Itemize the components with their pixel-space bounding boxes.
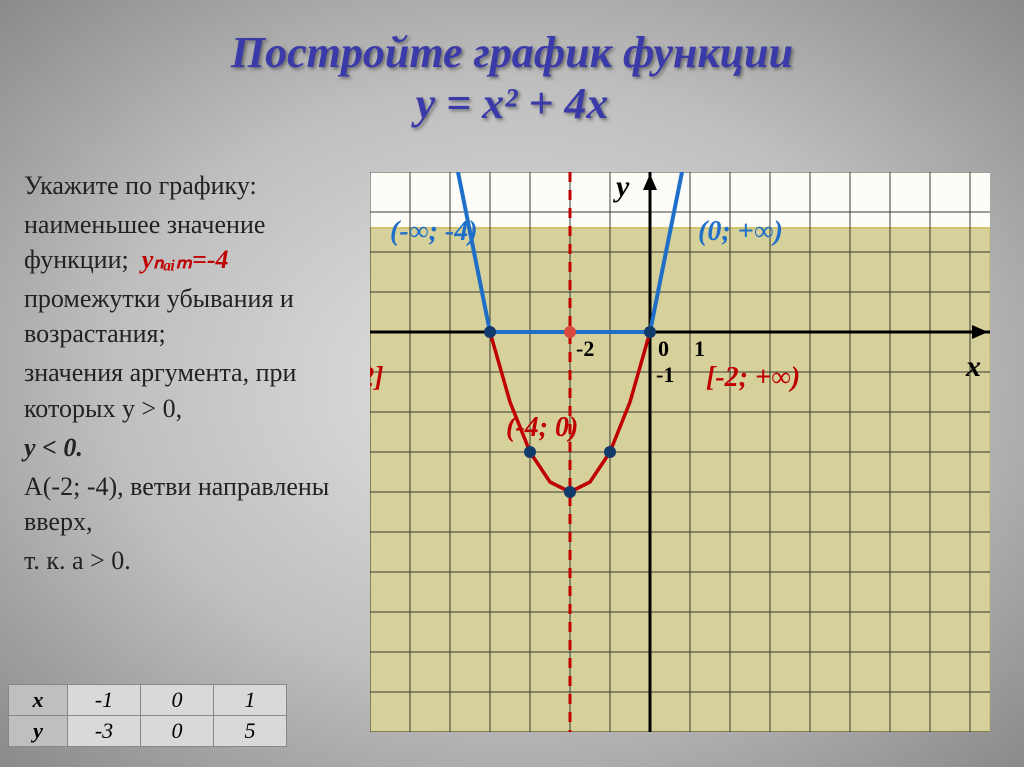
line-1: Укажите по графику: xyxy=(24,168,364,203)
table-cell: 1 xyxy=(214,685,287,716)
table-cell: 0 xyxy=(141,685,214,716)
svg-text:x: x xyxy=(965,350,981,383)
table-header-x: x xyxy=(9,685,68,716)
function-chart: -2 01 -1 y x (-∞; -4) (0; +∞) (-∞; -2] [-2; +∞) (… xyxy=(370,172,990,732)
svg-text:(-∞; -4): (-∞; -4) xyxy=(390,216,478,247)
svg-text:1: 1 xyxy=(694,336,705,361)
svg-text:(-∞; -2]: (-∞; -2] xyxy=(370,362,384,393)
svg-text:-1: -1 xyxy=(656,362,674,387)
line-6: A(-2; -4), ветви направлены вверх, xyxy=(24,469,364,539)
text-column: Укажите по графику: наименьшее значение … xyxy=(24,168,364,582)
line-5: y < 0. xyxy=(24,430,364,465)
svg-text:(0; +∞): (0; +∞) xyxy=(698,216,783,247)
line-2: наименьшее значение функции; yₙₐᵢₘ=-4 xyxy=(24,207,364,277)
line-7: т. к. a > 0. xyxy=(24,543,364,578)
table-cell: -1 xyxy=(68,685,141,716)
table-cell: 0 xyxy=(141,716,214,747)
svg-text:[-2; +∞): [-2; +∞) xyxy=(706,362,800,393)
value-table: x -1 0 1 y -3 0 5 xyxy=(8,684,287,747)
slide-title: Постройте график функции y = x² + 4x xyxy=(0,28,1024,129)
line-4: значения аргумента, при которых y > 0, xyxy=(24,355,364,425)
table-cell: 5 xyxy=(214,716,287,747)
line-3: промежутки убывания и возрастания; xyxy=(24,281,364,351)
svg-text:(-4; 0): (-4; 0) xyxy=(506,412,578,443)
table-header-y: y xyxy=(9,716,68,747)
svg-text:-2: -2 xyxy=(576,336,594,361)
table-cell: -3 xyxy=(68,716,141,747)
svg-text:0: 0 xyxy=(658,336,669,361)
svg-text:y: y xyxy=(613,172,630,203)
